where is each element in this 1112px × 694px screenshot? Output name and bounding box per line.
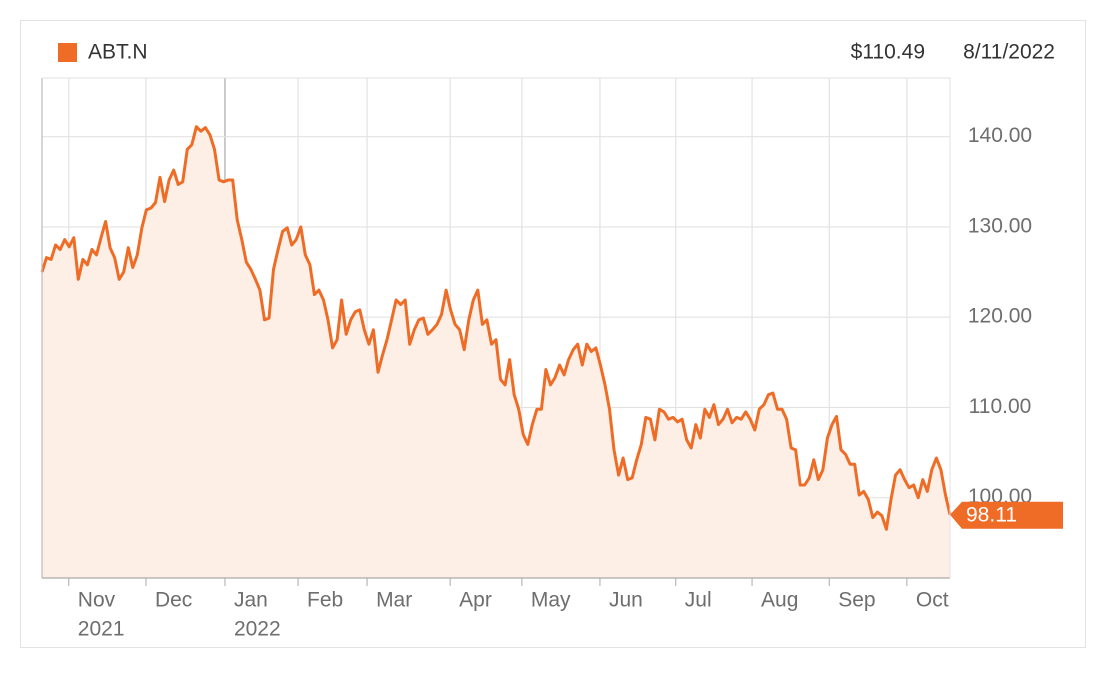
- header-date: 8/11/2022: [963, 41, 1055, 64]
- x-tick-label: Feb: [307, 589, 343, 612]
- last-value-label: 98.11: [966, 503, 1017, 526]
- x-tick-label: Aug: [761, 589, 798, 612]
- header-price: $110.49: [851, 41, 925, 64]
- y-tick-label: 140.00: [968, 124, 1032, 147]
- legend-swatch: [58, 43, 77, 62]
- x-tick-label: Jul: [685, 589, 712, 612]
- y-tick-label: 110.00: [969, 395, 1032, 418]
- x-tick-label: Oct: [916, 589, 949, 612]
- y-tick-label: 130.00: [968, 214, 1032, 237]
- last-value-badge: [950, 501, 1063, 529]
- x-tick-label: Mar: [376, 589, 412, 612]
- x-year-label: 2022: [234, 618, 281, 641]
- y-tick-label: 120.00: [968, 305, 1032, 328]
- x-tick-label: Dec: [155, 589, 192, 612]
- x-tick-label: Nov: [78, 589, 116, 612]
- legend-label: ABT.N: [88, 41, 148, 64]
- x-year-label: 2021: [78, 618, 125, 641]
- x-tick-label: Sep: [838, 589, 875, 612]
- x-tick-label: May: [531, 589, 571, 612]
- price-line: [40, 125, 952, 531]
- x-tick-label: Apr: [459, 589, 492, 612]
- x-tick-label: Jun: [609, 589, 643, 612]
- x-tick-label: Jan: [234, 589, 268, 612]
